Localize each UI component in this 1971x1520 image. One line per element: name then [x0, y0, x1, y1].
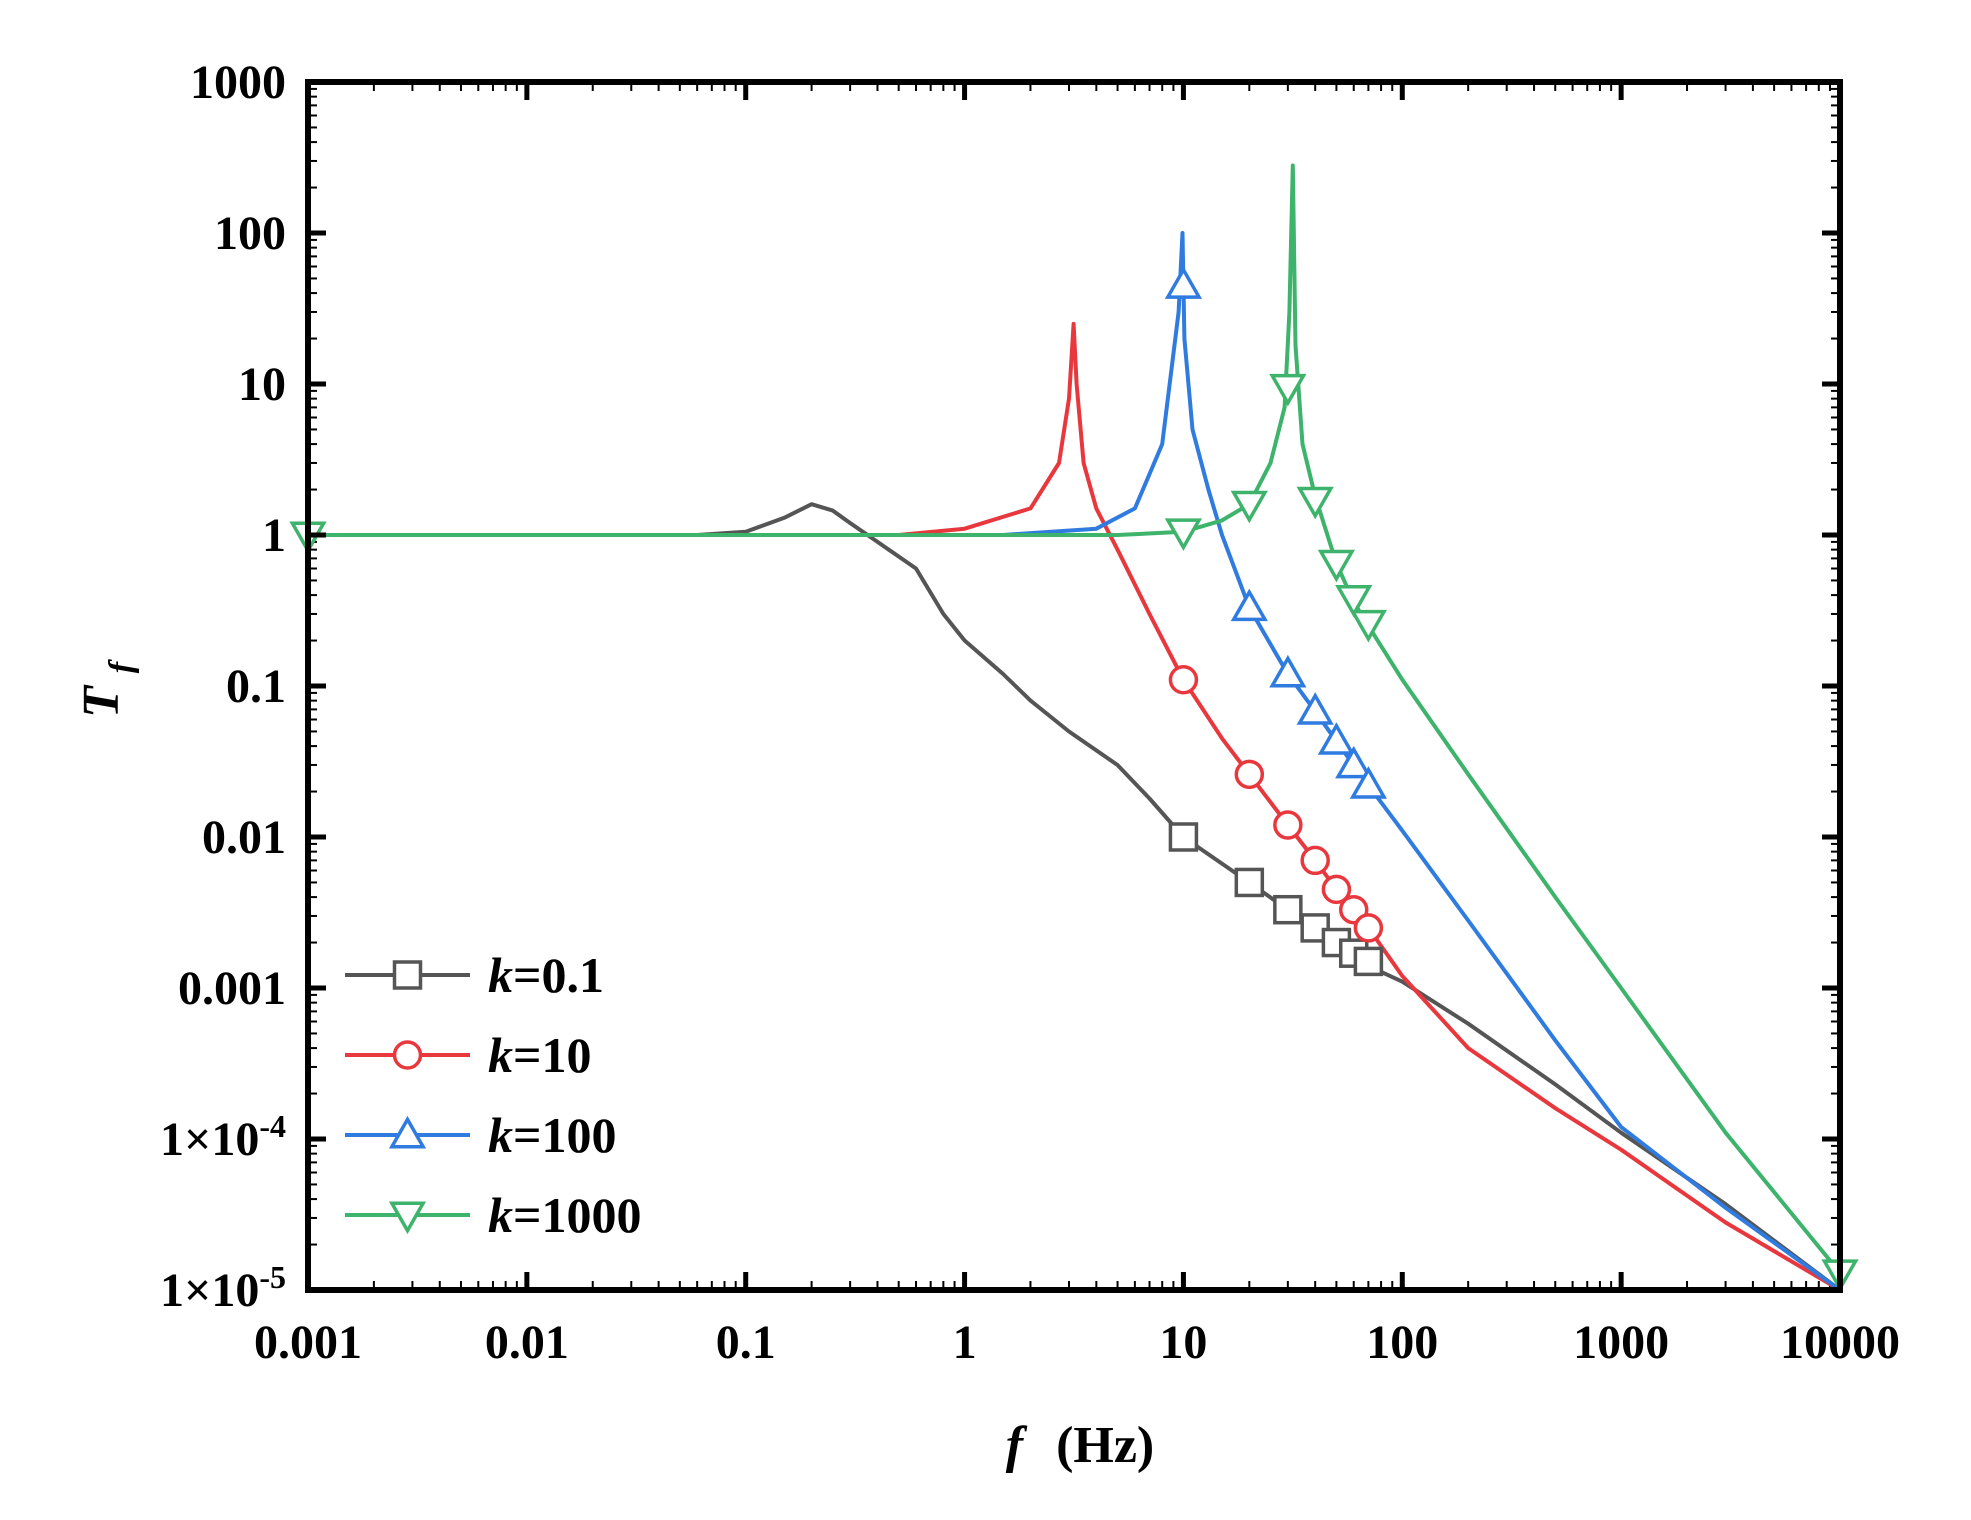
series-marker-2 [1269, 654, 1307, 688]
series-marker-0 [1168, 822, 1199, 852]
series-marker-3 [1349, 609, 1387, 643]
y-axis-title: T f [73, 658, 140, 718]
series-marker-3 [1296, 486, 1334, 520]
legend-label-symbol: k [488, 947, 513, 1003]
x-tick-labels: 0.001 0.01 0.1 1 10 100 1000 10000 [254, 1316, 1900, 1369]
series-marker-0 [1353, 946, 1384, 977]
legend-swatch-marker [388, 1201, 427, 1235]
y-axis-variable: T [73, 684, 130, 718]
legend-label-value: =0.1 [513, 947, 604, 1003]
legend-label-symbol: k [488, 1027, 513, 1083]
series-marker-1 [1273, 810, 1303, 840]
y-tick-label-base: 1×10 [160, 1113, 259, 1166]
series-lines [308, 163, 1842, 1292]
y-tick-label: 0.01 [202, 811, 286, 864]
x-tick-label: 0.001 [254, 1316, 362, 1369]
y-tick-label: 10 [238, 358, 286, 411]
major-ticks [305, 79, 1843, 1293]
series-line-1 [308, 321, 1842, 1292]
y-tick-label: 0.1 [226, 660, 286, 713]
series-line-3 [308, 163, 1842, 1275]
series-marker-2 [1335, 745, 1373, 779]
legend-label-value: =10 [513, 1027, 592, 1083]
y-tick-label-base: 0.001 [178, 962, 286, 1015]
series-marker-3 [1269, 373, 1307, 407]
legend-label: k=0.1 [488, 947, 604, 1003]
legend-swatch-marker [388, 1115, 427, 1149]
x-axis-variable: f [1006, 1417, 1028, 1474]
x-tick-label: 100 [1366, 1316, 1438, 1369]
series-marker-3 [1164, 518, 1203, 551]
series-marker-2 [1230, 588, 1268, 622]
y-tick-label-base: 1×10 [160, 1264, 259, 1317]
y-tick-label-base: 1 [262, 509, 286, 562]
y-tick-label-base: 0.1 [226, 660, 286, 713]
legend-label-value: =100 [513, 1107, 617, 1163]
x-tick-label: 0.1 [716, 1316, 776, 1369]
series-marker-2 [1349, 766, 1387, 799]
y-tick-label: 1×10-4 [160, 1108, 286, 1166]
series-marker-2 [1164, 266, 1203, 299]
x-tick-label: 1000 [1573, 1316, 1669, 1369]
series-marker-0 [1273, 894, 1303, 925]
x-tick-label: 1 [953, 1316, 977, 1369]
y-tick-label: 0.001 [178, 962, 286, 1015]
x-tick-label: 10 [1159, 1316, 1207, 1369]
y-tick-label-base: 100 [214, 207, 286, 260]
y-tick-label: 100 [214, 207, 286, 260]
legend-item: k=10 [345, 1027, 592, 1083]
series-line-0 [697, 502, 1842, 1292]
x-axis-title: f (Hz) [1006, 1417, 1155, 1474]
y-tick-label-exponent: -5 [259, 1259, 286, 1295]
series-marker-3 [1317, 549, 1356, 583]
legend-label: k=1000 [488, 1187, 642, 1243]
series-marker-1 [1234, 759, 1265, 790]
x-tick-label: 0.01 [485, 1316, 569, 1369]
legend-label-value: =1000 [513, 1187, 642, 1243]
series-marker-1 [1321, 874, 1352, 905]
series-marker-2 [1317, 722, 1356, 755]
series-markers [289, 266, 1859, 1292]
legend-label-symbol: k [488, 1187, 513, 1243]
series-marker-0 [1234, 867, 1265, 898]
series-marker-1 [1353, 913, 1384, 943]
y-tick-label-base: 1000 [190, 56, 286, 109]
y-tick-label: 1 [262, 509, 286, 562]
series-marker-3 [1335, 585, 1373, 618]
legend-item: k=0.1 [345, 947, 604, 1003]
legend-label: k=10 [488, 1027, 592, 1083]
series-marker-1 [1300, 845, 1330, 876]
x-axis-unit: (Hz) [1056, 1417, 1154, 1474]
series-marker-3 [1230, 490, 1268, 524]
y-tick-label: 1000 [190, 56, 286, 109]
legend-label: k=100 [488, 1107, 617, 1163]
x-tick-label: 10000 [1780, 1316, 1900, 1369]
legend-label-symbol: k [488, 1107, 513, 1163]
y-tick-label-exponent: -4 [259, 1108, 286, 1144]
y-tick-label-base: 10 [238, 358, 286, 411]
y-axis-subscript: f [103, 658, 140, 673]
y-tick-label-base: 0.01 [202, 811, 286, 864]
legend-item: k=1000 [345, 1187, 642, 1243]
legend-item: k=100 [345, 1107, 617, 1163]
legend-swatch-marker [392, 960, 423, 990]
series-marker-1 [1168, 664, 1199, 695]
legend-swatch-marker [392, 1040, 423, 1070]
y-tick-label: 1×10-5 [160, 1259, 286, 1317]
series-marker-2 [1296, 692, 1334, 725]
